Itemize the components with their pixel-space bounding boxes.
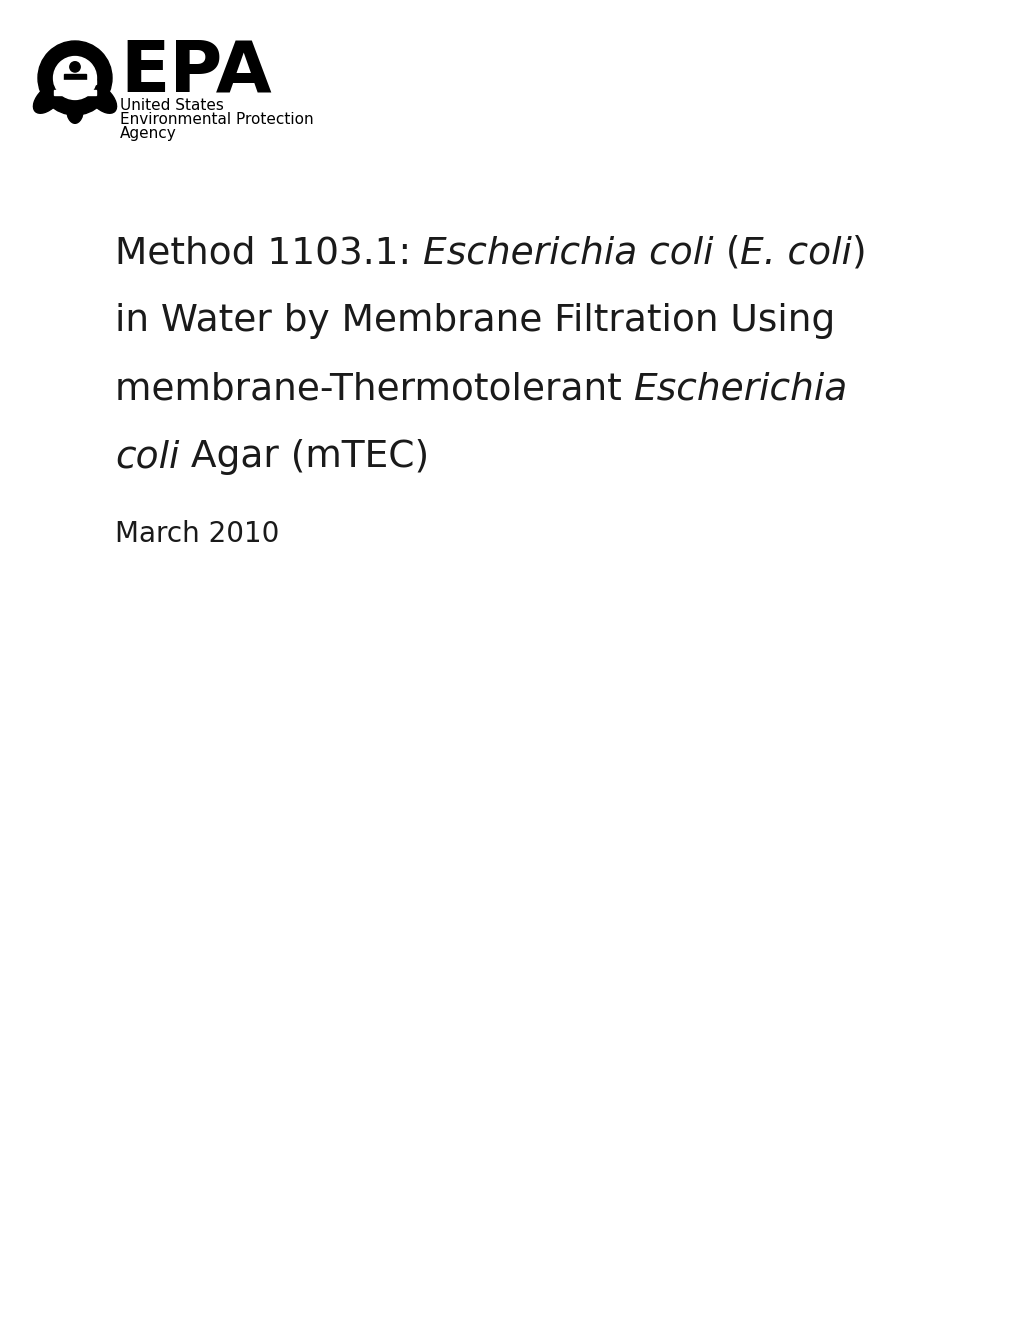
Bar — [64, 74, 86, 81]
Text: Method 1103.1:: Method 1103.1: — [115, 235, 423, 271]
Text: Agency: Agency — [120, 127, 176, 141]
Ellipse shape — [66, 95, 84, 123]
Ellipse shape — [34, 83, 63, 114]
Text: in Water by Membrane Filtration Using: in Water by Membrane Filtration Using — [115, 304, 835, 339]
Text: (: ( — [713, 235, 739, 271]
Text: ): ) — [851, 235, 866, 271]
Circle shape — [53, 57, 97, 99]
Text: Environmental Protection: Environmental Protection — [120, 112, 313, 127]
Bar — [53, 90, 97, 95]
Text: United States: United States — [120, 99, 223, 114]
Text: EPA: EPA — [120, 38, 271, 107]
Text: Escherichia: Escherichia — [633, 371, 847, 407]
Circle shape — [69, 62, 81, 73]
Text: March 2010: March 2010 — [115, 520, 279, 548]
Bar — [53, 81, 97, 84]
Text: Escherichia coli: Escherichia coli — [423, 235, 713, 271]
Circle shape — [38, 41, 112, 115]
Text: coli: coli — [115, 440, 179, 475]
Text: E. coli: E. coli — [739, 235, 851, 271]
Ellipse shape — [87, 83, 116, 114]
Text: Agar (mTEC): Agar (mTEC) — [179, 440, 429, 475]
Text: membrane-Thermotolerant: membrane-Thermotolerant — [115, 371, 633, 407]
